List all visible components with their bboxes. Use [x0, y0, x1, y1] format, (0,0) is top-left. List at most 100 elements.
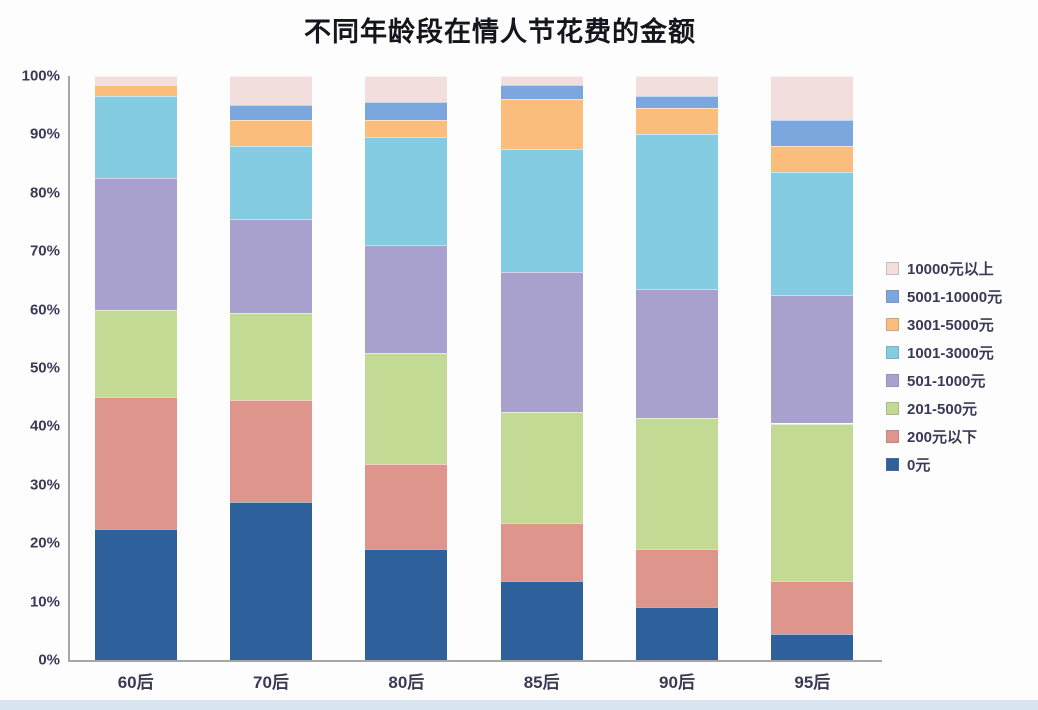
bar-segment-10000元以上 [500, 76, 583, 85]
y-tick-label: 60% [29, 301, 60, 319]
bar-segment-3001-5000元 [365, 119, 448, 138]
bar-segment-201-500元 [94, 309, 177, 398]
y-tick-label: 20% [29, 534, 60, 552]
bar-segment-3001-5000元 [94, 84, 177, 97]
bar-segment-1001-3000元 [500, 149, 583, 272]
legend-item-0元: 0元 [886, 454, 1002, 475]
category-cell [745, 76, 880, 660]
legend-label: 3001-5000元 [907, 317, 994, 334]
bar-segment-201-500元 [500, 411, 583, 523]
bar-segment-201-500元 [229, 312, 312, 401]
bar-segment-200元以下 [94, 397, 177, 529]
bar-segment-201-500元 [635, 417, 718, 550]
stacked-bar-60后 [94, 76, 177, 660]
legend-item-1001-3000元: 1001-3000元 [886, 342, 1002, 363]
bar-segment-0元 [365, 549, 448, 660]
legend-swatch-icon [886, 430, 899, 443]
legend: 10000元以上 5001-10000元 3001-5000元 1001-3000元 5… [886, 258, 1002, 475]
bar-segment-0元 [94, 528, 177, 660]
bar-segment-5001-10000元 [500, 84, 583, 100]
y-tick-label: 10% [29, 593, 60, 611]
y-tick-label: 30% [29, 476, 60, 494]
y-tick-label: 40% [29, 417, 60, 435]
bar-segment-1001-3000元 [365, 137, 448, 246]
y-tick-label: 80% [29, 184, 60, 202]
bar-segment-0元 [229, 502, 312, 660]
bar-segment-200元以下 [771, 581, 854, 634]
x-axis-label-60后: 60后 [117, 673, 154, 692]
category-cell [339, 76, 474, 660]
bar-segment-1001-3000元 [771, 172, 854, 295]
category-cell [474, 76, 609, 660]
legend-label: 1001-3000元 [907, 345, 994, 362]
x-axis-label-70后: 70后 [253, 673, 289, 692]
stacked-bar-90后 [635, 76, 718, 660]
y-tick-label: 100% [21, 67, 60, 85]
y-tick-label: 70% [29, 242, 60, 260]
category-cell [203, 76, 338, 660]
bar-segment-5001-10000元 [229, 105, 312, 120]
legend-label: 200元以下 [907, 429, 978, 446]
legend-label: 0元 [907, 457, 931, 474]
legend-item-3001-5000元: 3001-5000元 [886, 314, 1002, 335]
stacked-bar-85后 [500, 76, 583, 660]
legend-label: 201-500元 [907, 401, 978, 418]
bar-segment-10000元以上 [635, 76, 718, 97]
bar-segment-0元 [635, 607, 718, 660]
bar-segment-501-1000元 [771, 295, 854, 424]
bar-segment-3001-5000元 [500, 99, 583, 149]
legend-item-501-1000元: 501-1000元 [886, 370, 1002, 391]
bar-segment-3001-5000元 [635, 108, 718, 135]
y-axis: 100% 90% 80% 70% 60% 50% 40% 30% 20% 10% 0% [0, 68, 60, 669]
legend-swatch-icon [886, 262, 899, 275]
bar-segment-10000元以上 [94, 76, 177, 85]
plot-area [68, 76, 882, 662]
legend-label: 10000元以上 [907, 261, 994, 278]
legend-swatch-icon [886, 346, 899, 359]
bar-segment-10000元以上 [229, 76, 312, 106]
bar-segment-200元以下 [500, 522, 583, 582]
legend-swatch-icon [886, 458, 899, 471]
bar-segment-1001-3000元 [635, 134, 718, 290]
x-axis-label-90后: 90后 [659, 673, 695, 692]
category-cell [68, 76, 203, 660]
stacked-bar-70后 [229, 76, 312, 660]
bar-segment-200元以下 [229, 400, 312, 503]
y-tick-label: 0% [38, 651, 60, 669]
bar-segment-5001-10000元 [771, 119, 854, 147]
legend-label: 5001-10000元 [907, 289, 1003, 306]
bar-segment-3001-5000元 [229, 119, 312, 147]
legend-swatch-icon [886, 318, 899, 331]
bar-segment-501-1000元 [500, 271, 583, 412]
bar-segment-201-500元 [771, 423, 854, 582]
bar-segment-501-1000元 [94, 178, 177, 310]
legend-swatch-icon [886, 402, 899, 415]
x-axis-label-95后: 95后 [794, 673, 831, 692]
bar-segment-1001-3000元 [229, 146, 312, 220]
y-tick-label: 90% [29, 125, 60, 143]
bar-segment-501-1000元 [229, 219, 312, 313]
legend-item-10000元以上: 10000元以上 [886, 258, 1002, 279]
bar-segment-201-500元 [365, 353, 448, 465]
bottom-strip [0, 700, 1038, 710]
bar-segment-3001-5000元 [771, 146, 854, 173]
bar-segment-501-1000元 [365, 245, 448, 354]
bar-segment-10000元以上 [365, 76, 448, 103]
legend-item-201-500元: 201-500元 [886, 398, 1002, 419]
legend-item-5001-10000元: 5001-10000元 [886, 286, 1002, 307]
legend-item-200元以下: 200元以下 [886, 426, 1002, 447]
category-cell [609, 76, 744, 660]
bar-segment-200元以下 [365, 464, 448, 550]
bar-segment-200元以下 [635, 549, 718, 608]
bar-segment-501-1000元 [635, 289, 718, 418]
bars-container [68, 76, 880, 660]
bar-segment-5001-10000元 [365, 102, 448, 120]
bar-segment-1001-3000元 [94, 96, 177, 179]
stacked-bar-80后 [365, 76, 448, 660]
bar-segment-10000元以上 [771, 76, 854, 120]
bar-segment-5001-10000元 [635, 96, 718, 109]
bar-segment-0元 [771, 633, 854, 660]
stacked-bar-95后 [771, 76, 854, 660]
chart-title: 不同年龄段在情人节花费的金额 [304, 17, 696, 47]
